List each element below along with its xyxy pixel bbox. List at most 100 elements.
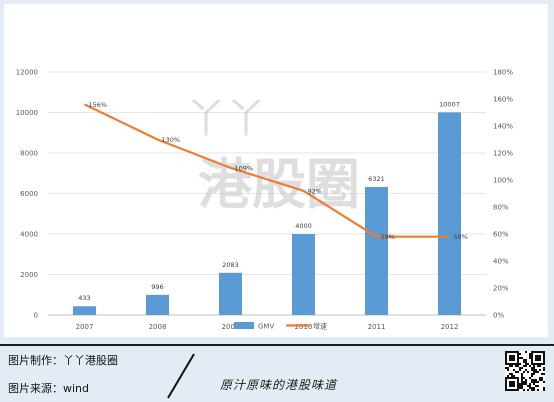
qr-module xyxy=(507,369,509,371)
qr-module xyxy=(543,389,545,391)
qr-module xyxy=(523,365,525,367)
y-axis-tick-label: 6000 xyxy=(20,190,38,198)
qr-module xyxy=(531,381,533,383)
qr-module xyxy=(523,359,525,361)
combo-chart: 丫丫 港股圈 0 2000 4000 6000 8000 10000 12000 0% 20% 4… xyxy=(16,69,514,332)
qr-module xyxy=(541,373,543,375)
qr-module xyxy=(523,361,525,363)
x-axis-tick-label: 2012 xyxy=(441,323,459,331)
qr-module xyxy=(521,377,523,379)
qr-module xyxy=(519,387,521,389)
gmv-bar xyxy=(292,234,315,315)
qr-module xyxy=(533,379,535,381)
qr-module xyxy=(513,369,515,371)
qr-module xyxy=(525,359,527,361)
gmv-bars xyxy=(73,112,461,316)
x-axis-tick-label: 2009 xyxy=(222,323,240,331)
growth-point-label: 156% xyxy=(89,101,108,109)
qr-code xyxy=(505,351,545,391)
data-labels: 433 996 2083 4000 6321 10007 156% 130% 109% 92% 58… xyxy=(78,100,468,302)
qr-module xyxy=(539,369,541,371)
qr-module xyxy=(525,351,527,353)
qr-module xyxy=(533,371,535,373)
growth-point-label: 92% xyxy=(308,187,322,195)
x-axis-tick-label: 2008 xyxy=(149,323,167,331)
axis-labels: 0 2000 4000 6000 8000 10000 12000 0% 20% 40% 60% 80… xyxy=(16,69,514,332)
qr-module xyxy=(531,389,533,391)
y2-axis-tick-label: 140% xyxy=(493,123,513,131)
qr-module xyxy=(527,389,529,391)
qr-module xyxy=(543,367,545,369)
qr-module xyxy=(537,385,539,387)
qr-module xyxy=(537,371,539,373)
qr-module xyxy=(525,379,527,381)
footer-divider xyxy=(0,344,554,346)
growth-point-label: 109% xyxy=(235,164,254,172)
qr-module xyxy=(525,381,527,383)
qr-module xyxy=(543,373,545,375)
qr-module xyxy=(529,353,531,355)
qr-module xyxy=(543,381,545,383)
qr-module xyxy=(523,389,525,391)
qr-module xyxy=(529,387,531,389)
gmv-bar-label: 996 xyxy=(151,283,163,291)
qr-module xyxy=(531,375,533,377)
qr-module xyxy=(537,365,539,367)
qr-module xyxy=(519,363,521,365)
gmv-bar xyxy=(365,186,388,315)
qr-module xyxy=(519,385,521,387)
y2-axis-tick-label: 40% xyxy=(493,258,509,266)
qr-module xyxy=(541,379,543,381)
footer-source-label: 图片来源：wind xyxy=(8,382,90,395)
x-axis-tick-label: 2010 xyxy=(295,323,313,331)
qr-module xyxy=(521,357,523,359)
gmv-bar-label: 6321 xyxy=(368,175,385,183)
qr-module xyxy=(529,365,531,367)
qr-module xyxy=(533,383,535,385)
qr-module xyxy=(525,365,527,367)
qr-module xyxy=(533,365,535,367)
qr-module xyxy=(515,365,517,367)
gmv-bar-label: 4000 xyxy=(295,222,312,230)
chart-panel: 丫丫 港股圈 0 2000 4000 6000 8000 10000 12000 0% 20% 4… xyxy=(4,4,548,337)
footer-slogan: 原汁原味的港股味道 xyxy=(220,378,338,392)
qr-module xyxy=(521,381,523,383)
qr-module xyxy=(519,357,521,359)
qr-module xyxy=(519,353,521,355)
y2-axis-tick-label: 120% xyxy=(493,150,513,158)
qr-module xyxy=(531,379,533,381)
qr-module xyxy=(521,383,523,385)
qr-module xyxy=(529,385,531,387)
gmv-bar xyxy=(73,306,96,315)
y2-axis-tick-label: 80% xyxy=(493,204,509,212)
x-axis-tick-label: 2007 xyxy=(76,323,94,331)
qr-module xyxy=(509,365,511,367)
qr-module xyxy=(505,367,507,369)
qr-module xyxy=(525,383,527,385)
qr-module xyxy=(521,387,523,389)
qr-module xyxy=(535,371,537,373)
qr-module xyxy=(509,373,511,375)
qr-module xyxy=(521,373,523,375)
growth-line xyxy=(84,103,450,238)
qr-module xyxy=(541,377,543,379)
qr-module xyxy=(513,375,515,377)
y-axis-tick-label: 4000 xyxy=(20,231,38,239)
qr-module xyxy=(521,375,523,377)
qr-module xyxy=(531,373,533,375)
qr-module xyxy=(537,381,539,383)
legend: GMV 增速 xyxy=(234,322,327,331)
qr-module xyxy=(535,381,537,383)
qr-module xyxy=(507,367,509,369)
qr-module xyxy=(535,385,537,387)
qr-module xyxy=(543,387,545,389)
legend-bar-swatch xyxy=(234,322,254,329)
qr-module xyxy=(531,387,533,389)
qr-module xyxy=(535,379,537,381)
gmv-bar-label: 433 xyxy=(78,294,90,302)
qr-module xyxy=(539,365,541,367)
qr-module xyxy=(521,379,523,381)
growth-line-series xyxy=(84,103,450,238)
qr-module xyxy=(519,383,521,385)
y-axis-tick-label: 10000 xyxy=(16,109,38,117)
